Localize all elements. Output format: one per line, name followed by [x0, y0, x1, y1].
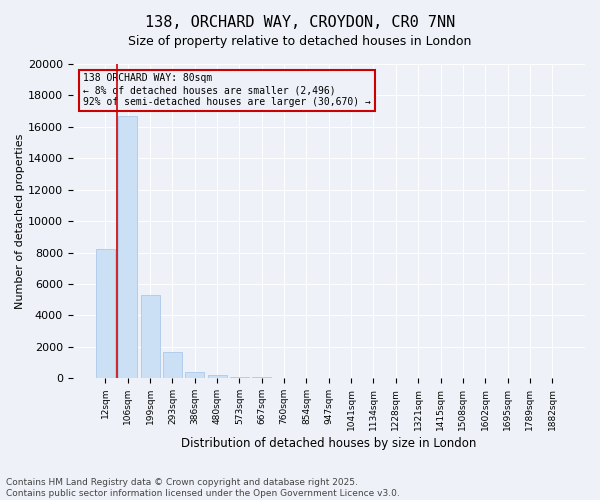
Bar: [140, 295, 160, 378]
Bar: [230, 376, 249, 378]
Text: 138, ORCHARD WAY, CROYDON, CR0 7NN: 138, ORCHARD WAY, CROYDON, CR0 7NN: [145, 15, 455, 30]
Bar: [118, 116, 137, 378]
Bar: [96, 250, 115, 378]
Bar: [163, 352, 182, 378]
Bar: [208, 375, 227, 378]
Bar: [185, 372, 204, 378]
Y-axis label: Number of detached properties: Number of detached properties: [15, 134, 25, 309]
Text: Size of property relative to detached houses in London: Size of property relative to detached ho…: [128, 35, 472, 48]
X-axis label: Distribution of detached houses by size in London: Distribution of detached houses by size …: [181, 437, 476, 450]
Text: Contains HM Land Registry data © Crown copyright and database right 2025.
Contai: Contains HM Land Registry data © Crown c…: [6, 478, 400, 498]
Text: 138 ORCHARD WAY: 80sqm
← 8% of detached houses are smaller (2,496)
92% of semi-d: 138 ORCHARD WAY: 80sqm ← 8% of detached …: [83, 74, 371, 106]
